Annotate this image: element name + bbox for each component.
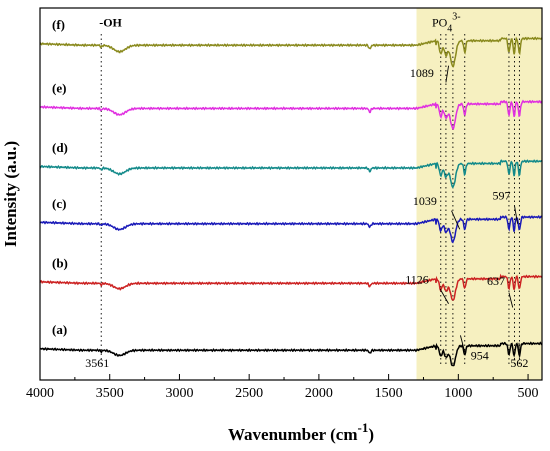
series-label: (d) xyxy=(52,140,68,155)
oh-label: -OH xyxy=(99,16,122,30)
x-tick-label: 3500 xyxy=(96,386,124,401)
annotation-arrow xyxy=(514,205,519,224)
peak-annotation: 637 xyxy=(487,274,505,288)
x-tick-label: 2500 xyxy=(235,386,263,401)
peak-annotation: 3561 xyxy=(85,356,109,370)
x-tick-label: 3000 xyxy=(165,386,193,401)
x-tick-label: 2000 xyxy=(305,386,333,401)
peak-annotation: 562 xyxy=(510,356,528,370)
annotation-arrow xyxy=(445,65,450,83)
peak-annotation: 1089 xyxy=(410,66,434,80)
series-label: (b) xyxy=(52,255,68,270)
region-label-base: PO xyxy=(432,16,448,30)
x-tick-label: 500 xyxy=(518,386,539,401)
y-axis-title: Intensity (a.u.) xyxy=(1,141,20,247)
x-axis-title: Wavenumber (cm-1) xyxy=(228,420,374,444)
peak-annotation: 1039 xyxy=(413,194,437,208)
plot-frame xyxy=(39,7,543,381)
annotation-arrow xyxy=(451,210,461,230)
spectra xyxy=(39,36,543,367)
peak-annotation: 954 xyxy=(471,349,489,363)
x-axis-title-main: Wavenumber (cm xyxy=(228,425,358,444)
x-tick-label: 1500 xyxy=(375,386,403,401)
highlight-band xyxy=(416,8,542,380)
spectrum-line xyxy=(39,215,543,244)
series-label: (e) xyxy=(52,80,66,95)
annotation-arrow xyxy=(439,288,449,304)
peak-annotation: 1126 xyxy=(405,272,429,286)
annotations: 3561 1126 954 637 562 1039 597 1089 xyxy=(85,65,528,370)
spectrum-line xyxy=(39,159,543,189)
dotted-markers xyxy=(100,34,520,366)
spectrum-line xyxy=(39,36,543,68)
x-axis-ticks: 4000 3500 3000 2500 2000 1500 1000 500 xyxy=(26,374,539,401)
x-axis-title-sup: -1 xyxy=(358,420,369,435)
region-label-sup: 3- xyxy=(452,12,460,23)
annotation-arrow xyxy=(508,292,514,308)
series-label: (c) xyxy=(52,196,66,211)
x-axis-title-close: ) xyxy=(368,425,374,444)
spectrum-line xyxy=(39,341,543,367)
spectrum-line xyxy=(39,99,543,130)
region-label-sub: 4 xyxy=(447,24,452,35)
spectrum-line xyxy=(39,273,542,301)
x-tick-label: 4000 xyxy=(26,386,54,401)
series-label: (a) xyxy=(52,322,67,337)
region-label: PO43- xyxy=(432,12,461,35)
series-label: (f) xyxy=(52,17,65,32)
series-labels: (a) (b) (c) (d) (e) (f) xyxy=(52,17,68,337)
annotation-arrow xyxy=(459,335,466,353)
x-tick-label: 1000 xyxy=(444,386,472,401)
peak-annotation: 597 xyxy=(493,189,511,203)
